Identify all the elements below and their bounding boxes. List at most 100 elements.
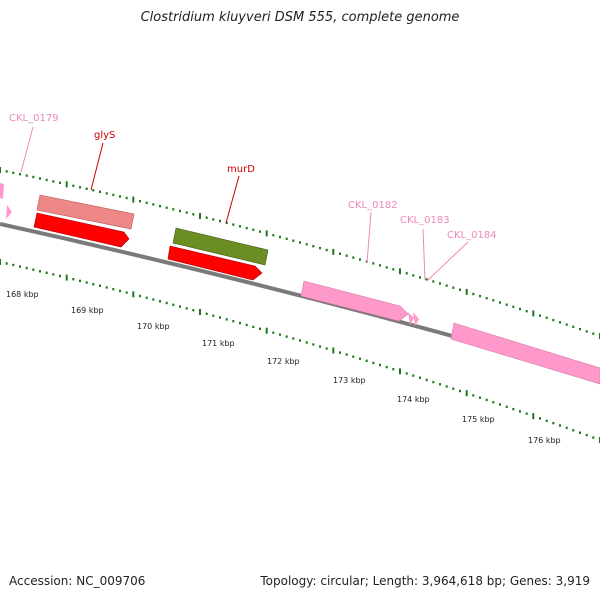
kbp-label: 172 kbp [267,357,300,366]
minor-tick [385,266,388,269]
gene-glys-arrow[interactable] [33,212,130,248]
minor-tick [52,180,55,183]
gene-ckl0179-arrow[interactable] [0,183,4,199]
minor-tick [279,235,281,239]
minor-tick [185,307,188,310]
minor-tick [172,208,175,211]
minor-tick [485,398,488,402]
minor-tick [412,374,415,377]
major-tick [465,288,468,295]
minor-tick [52,273,55,276]
minor-tick [439,383,441,386]
minor-tick [12,171,15,174]
minor-tick [539,314,541,317]
minor-tick [72,278,75,281]
map-title: Clostridium kluyveri DSM 555, complete g… [140,10,460,25]
minor-tick [519,410,521,413]
minor-tick [372,361,375,365]
minor-tick [512,305,515,308]
minor-tick [325,248,328,252]
minor-tick [585,330,588,333]
minor-tick [125,291,128,294]
gene-glys-block[interactable] [36,194,135,230]
minor-tick [339,252,341,255]
minor-tick [152,203,155,206]
kbp-label: 171 kbp [202,339,235,348]
minor-tick [219,219,221,223]
minor-tick [292,239,295,242]
minor-tick [292,337,295,340]
minor-tick [432,280,435,283]
leader-ckl0182 [366,211,372,264]
gene-label-murd[interactable]: murD [227,164,255,175]
minor-tick [459,288,461,291]
minor-tick [485,297,488,300]
gene-ckl0179-tip[interactable] [6,205,12,219]
gene-ckl0182-arrow[interactable] [300,280,409,322]
minor-tick [212,218,215,221]
minor-tick [25,174,28,177]
minor-tick [165,206,168,209]
gene-label-ckl0183[interactable]: CKL_0183 [400,215,450,226]
minor-tick [192,309,195,312]
minor-tick [299,241,301,244]
minor-tick [392,368,395,371]
minor-tick [45,178,48,182]
minor-tick [25,266,28,270]
kbp-label: 174 kbp [397,395,430,404]
major-tick [132,196,135,203]
minor-tick [492,401,495,404]
gene-murd-arrow[interactable] [167,245,263,281]
gene-label-ckl0182[interactable]: CKL_0182 [348,200,398,211]
minor-tick [145,296,148,299]
minor-tick [365,359,368,362]
major-tick [265,230,268,237]
minor-tick [592,436,595,439]
minor-tick [285,237,288,240]
kbp-label: 170 kbp [137,322,170,331]
accession-text: Accession: NC_009706 [9,574,146,588]
gene-label-ckl0179[interactable]: CKL_0179 [9,113,59,124]
minor-tick [145,201,148,204]
minor-tick [545,419,548,422]
gene-label-glys[interactable]: glyS [94,130,115,141]
label-leaders [20,126,469,281]
major-tick [0,167,1,173]
minor-tick [119,289,121,293]
minor-tick [472,394,475,397]
gene-ckl0183-tip-b[interactable] [413,312,419,326]
minor-tick [252,325,255,329]
minor-tick [165,301,168,305]
kbp-label: 173 kbp [333,376,366,385]
minor-tick [239,321,241,325]
minor-tick [479,294,481,298]
minor-tick [512,407,515,411]
minor-tick [319,246,321,250]
gene-ckl0184-block[interactable] [450,322,600,385]
minor-tick [552,421,555,425]
minor-tick [305,243,308,246]
minor-tick [245,323,248,327]
minor-tick [272,234,275,237]
genome-summary-text: Topology: circular; Length: 3,964,618 bp… [260,574,590,588]
major-tick [399,368,401,375]
minor-tick [85,187,88,190]
major-tick [332,248,335,255]
minor-tick [492,299,495,302]
minor-tick [32,268,35,271]
minor-tick [499,301,501,304]
minor-tick [232,223,235,226]
minor-tick [112,193,115,197]
gene-ckl0183-tip-a[interactable] [408,312,414,325]
minor-tick [39,177,41,180]
minor-tick [185,211,188,214]
minor-tick [525,412,528,415]
minor-tick [205,216,208,219]
gene-label-ckl0184[interactable]: CKL_0184 [447,230,497,241]
minor-tick [439,282,441,285]
minor-tick [452,387,455,390]
minor-tick [445,284,448,287]
gene-murd-block[interactable] [172,227,269,266]
minor-tick [285,335,288,338]
